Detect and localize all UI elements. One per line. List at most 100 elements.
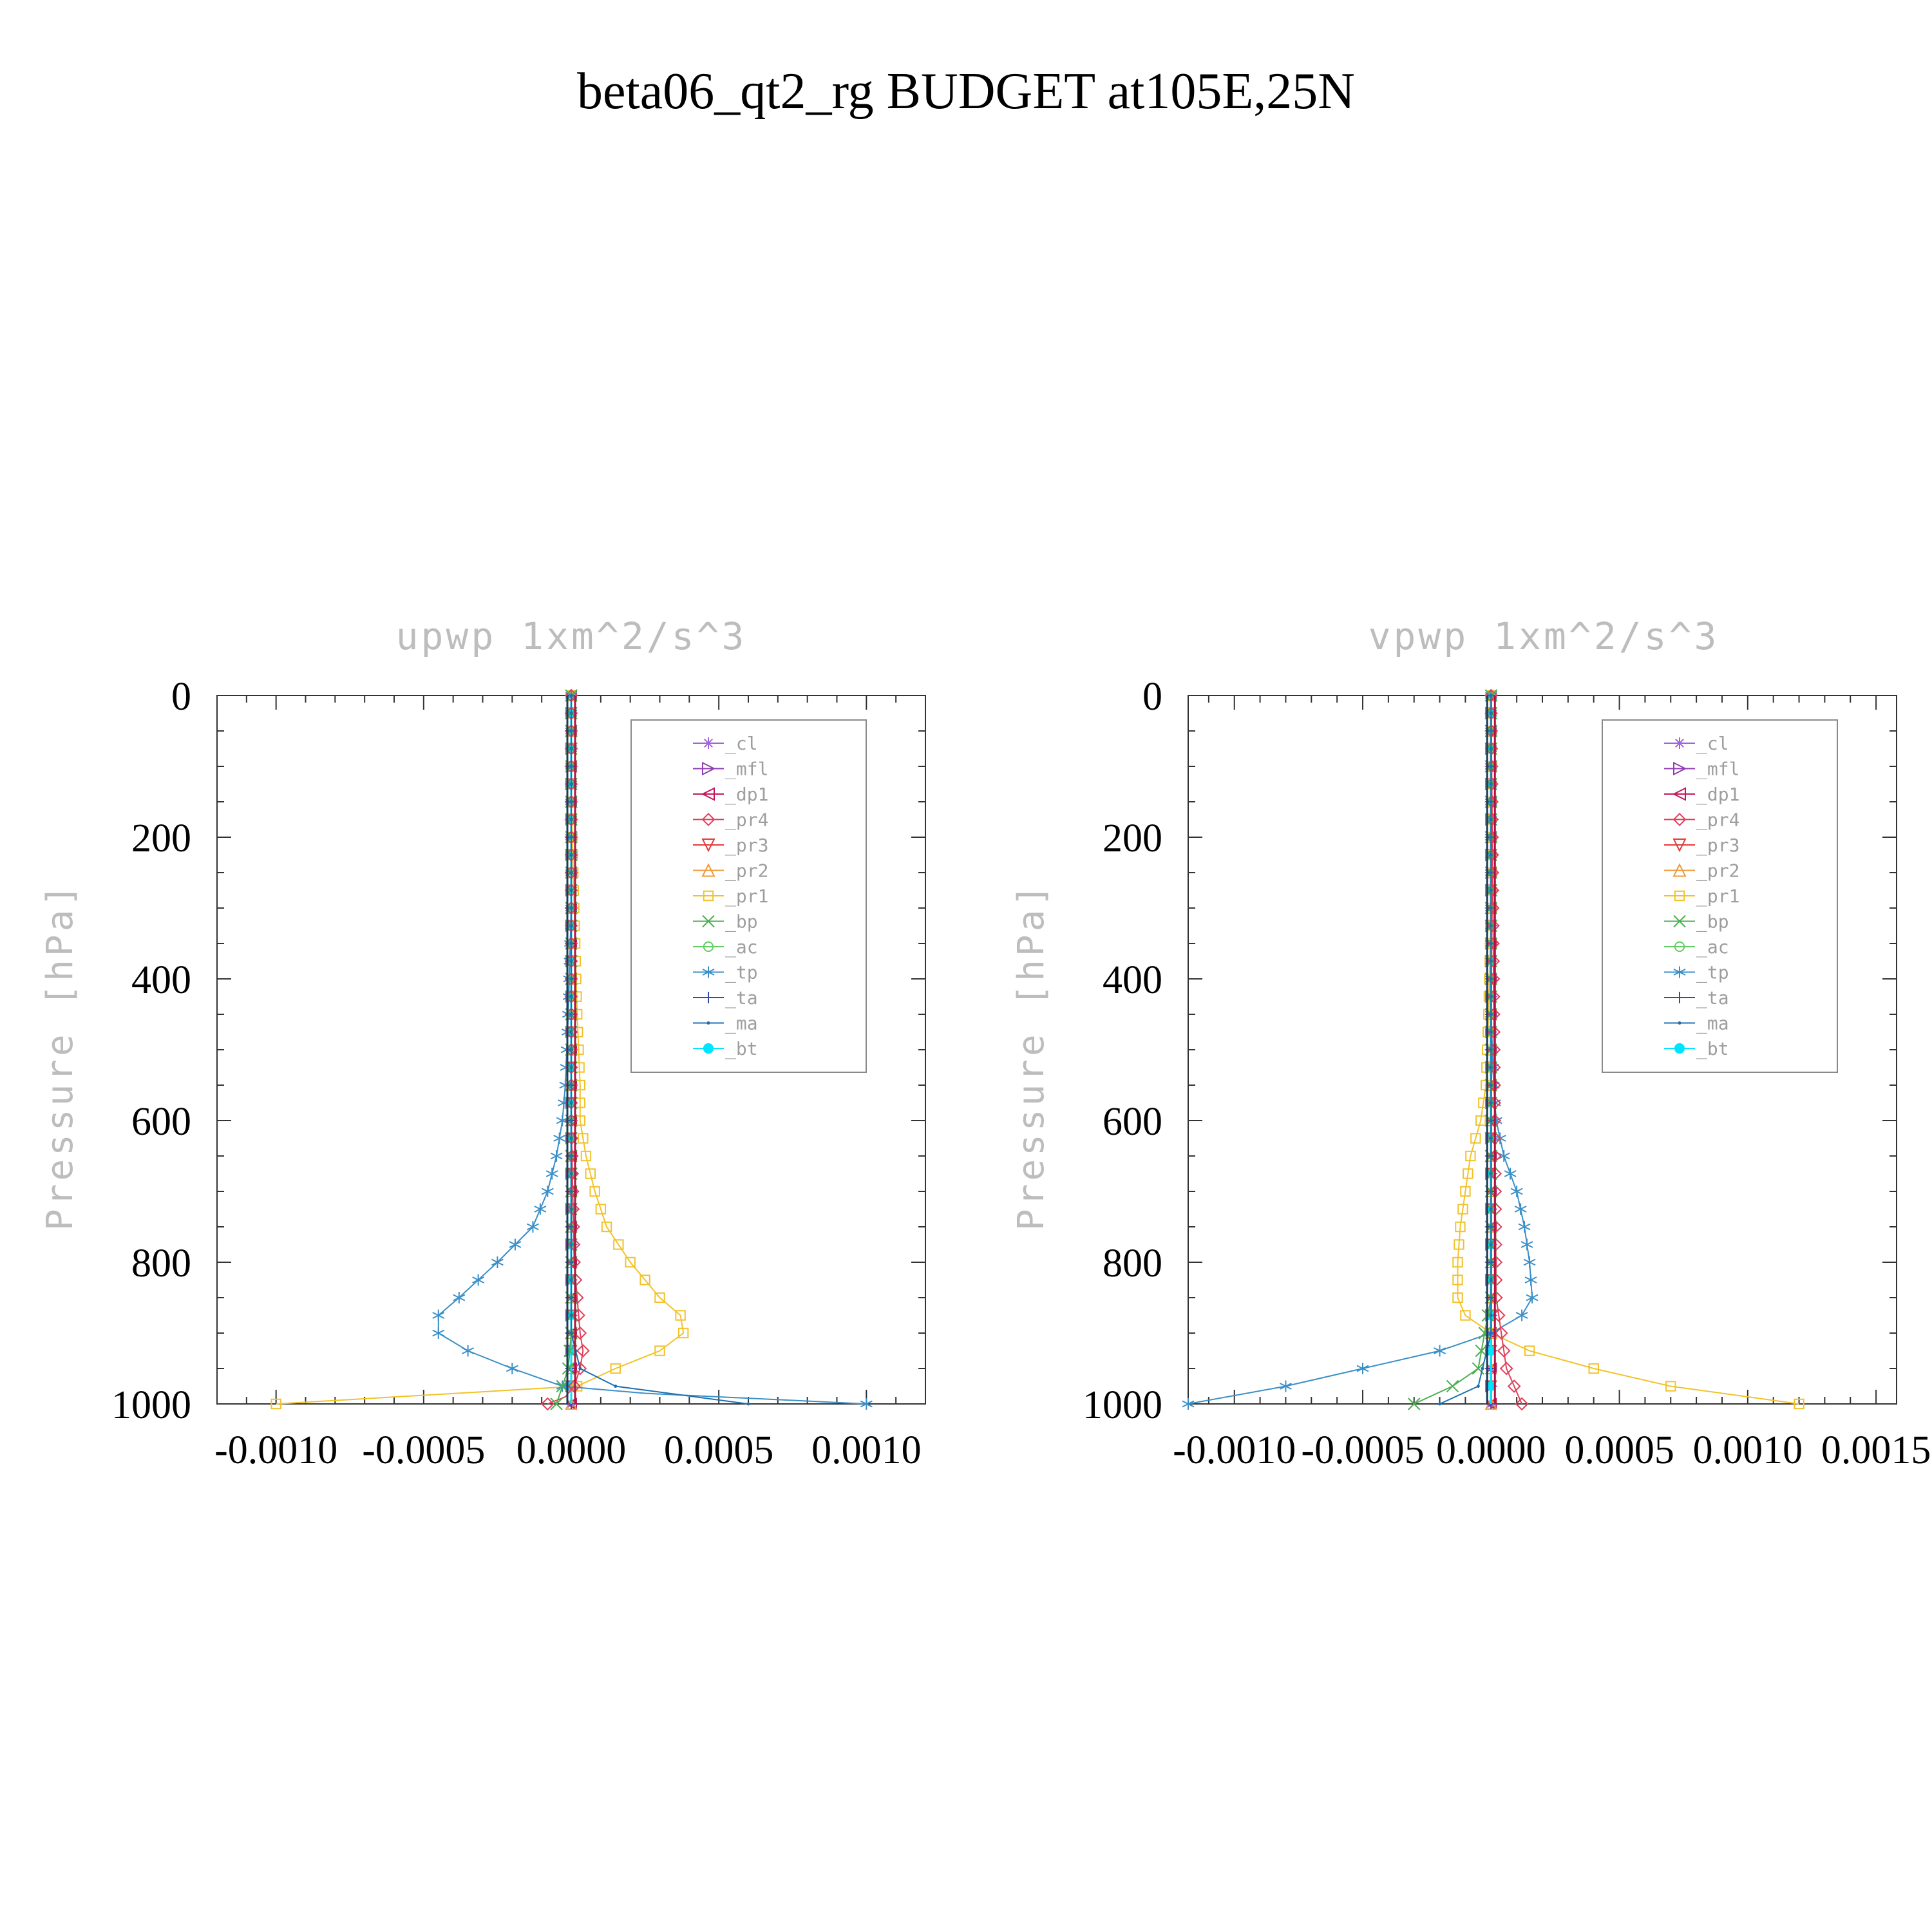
data-point xyxy=(654,1292,665,1303)
legend-label: _pr2 xyxy=(725,860,768,882)
data-point xyxy=(1489,1296,1493,1300)
data-point xyxy=(569,1208,573,1211)
legend-marker xyxy=(1674,737,1685,749)
data-point xyxy=(569,1331,573,1335)
data-point xyxy=(1489,1255,1503,1269)
x-tick-label: 0.0005 xyxy=(1564,1428,1674,1472)
legend-marker xyxy=(1672,863,1687,877)
y-tick-label: 0 xyxy=(1142,675,1162,719)
legend-marker xyxy=(701,813,715,826)
data-point xyxy=(1499,1361,1513,1376)
data-point xyxy=(569,1119,573,1122)
y-tick-label: 200 xyxy=(1103,817,1162,860)
data-point xyxy=(585,1168,596,1179)
legend-label: _pr1 xyxy=(1696,886,1739,907)
data-point xyxy=(569,1154,573,1158)
legend-box xyxy=(630,719,867,1073)
data-point xyxy=(1497,1344,1511,1358)
data-point xyxy=(1489,1030,1493,1034)
data-point xyxy=(1514,1203,1527,1215)
legend-label: _ac xyxy=(725,936,758,958)
data-point xyxy=(553,1132,566,1144)
legend-item: _ac xyxy=(693,936,758,958)
data-point xyxy=(1489,1260,1493,1264)
legend-label: _ma xyxy=(725,1013,758,1035)
data-point xyxy=(1489,747,1493,750)
legend-label: _dp1 xyxy=(725,784,768,806)
y-axis-label: Pressure [hPa] xyxy=(1010,882,1052,1231)
data-point xyxy=(432,1309,445,1321)
data-point xyxy=(571,1381,583,1392)
axis-tick-labels: 0 200 400 600 800 1000-0.0010 -0.0005 0.0000 0.0… xyxy=(1083,675,1931,1472)
legend-item: _cl xyxy=(693,733,758,755)
data-point xyxy=(860,1398,873,1410)
data-point xyxy=(1489,1225,1493,1229)
data-point xyxy=(541,1186,554,1197)
legend-label: _pr4 xyxy=(1696,810,1739,831)
legend-marker xyxy=(1674,1043,1685,1054)
data-point xyxy=(569,818,573,821)
data-point xyxy=(1518,1221,1531,1233)
data-point xyxy=(746,1402,750,1406)
data-point xyxy=(1438,1402,1442,1406)
data-point xyxy=(1489,1331,1493,1335)
data-point xyxy=(573,1027,583,1037)
data-point xyxy=(1489,1172,1493,1175)
data-point xyxy=(1483,1009,1494,1020)
y-tick-label: 1000 xyxy=(1083,1383,1162,1427)
legend-label: _cl xyxy=(725,733,758,755)
legend-item: _ta xyxy=(693,987,758,1009)
data-point xyxy=(432,1327,445,1339)
legend: _cl _mfl _dp1 _pr4 _pr3 _pr2 _pr1 _bp _ac _tp _ta _… xyxy=(630,719,867,1073)
legend-marker xyxy=(703,992,714,1003)
panel-upwp: upwp 1xm^2/s^3 Pressure [hPa] 0 200 400 600… xyxy=(39,614,926,1472)
data-point xyxy=(1489,800,1493,804)
legend-item: _tp xyxy=(693,962,758,984)
data-point xyxy=(1489,995,1493,998)
legend-label: _bp xyxy=(725,911,758,933)
data-point xyxy=(569,977,573,981)
legend-label: _dp1 xyxy=(1696,784,1739,806)
data-point xyxy=(1524,1274,1537,1286)
data-point xyxy=(1489,1189,1493,1193)
data-point xyxy=(578,1367,582,1370)
data-point xyxy=(509,1238,522,1251)
data-point xyxy=(1486,1346,1496,1356)
data-point xyxy=(576,1344,590,1358)
data-point xyxy=(580,1150,592,1162)
y-tick-label: 0 xyxy=(171,675,191,719)
data-point xyxy=(1446,1379,1459,1393)
series-line xyxy=(437,696,867,1405)
axis-ticks xyxy=(1188,695,1897,1405)
data-point xyxy=(534,1203,547,1215)
panel-title: vpwp 1xm^2/s^3 xyxy=(1368,614,1719,658)
legend-marker xyxy=(701,787,715,801)
y-tick-label: 600 xyxy=(1103,1100,1162,1144)
y-tick-label: 600 xyxy=(131,1100,191,1144)
data-point xyxy=(1460,1310,1471,1321)
data-point xyxy=(1526,1292,1539,1303)
legend-label: _pr2 xyxy=(1696,860,1739,882)
legend-item: _ma xyxy=(1664,1013,1729,1035)
data-point xyxy=(569,1048,573,1052)
legend-label: _ac xyxy=(1696,936,1729,958)
data-point xyxy=(1489,906,1493,910)
series-line xyxy=(1188,696,1533,1405)
data-point xyxy=(569,1030,573,1034)
data-point xyxy=(677,1327,689,1339)
data-point xyxy=(540,1397,554,1411)
x-tick-label: 0.0000 xyxy=(516,1428,627,1472)
data-point xyxy=(1489,924,1493,927)
legend-label: _cl xyxy=(1696,733,1729,755)
data-point xyxy=(1489,871,1493,875)
data-point xyxy=(1452,1292,1463,1303)
data-point xyxy=(573,1326,587,1340)
data-point xyxy=(595,1204,607,1215)
legend-item: _mfl xyxy=(693,759,768,781)
data-point xyxy=(556,1115,569,1126)
x-tick-label: 0.0015 xyxy=(1821,1428,1931,1472)
series-ma xyxy=(569,694,750,1406)
data-point xyxy=(569,729,573,733)
legend-item: _cl xyxy=(1664,733,1729,755)
panel-title: upwp 1xm^2/s^3 xyxy=(396,614,747,658)
